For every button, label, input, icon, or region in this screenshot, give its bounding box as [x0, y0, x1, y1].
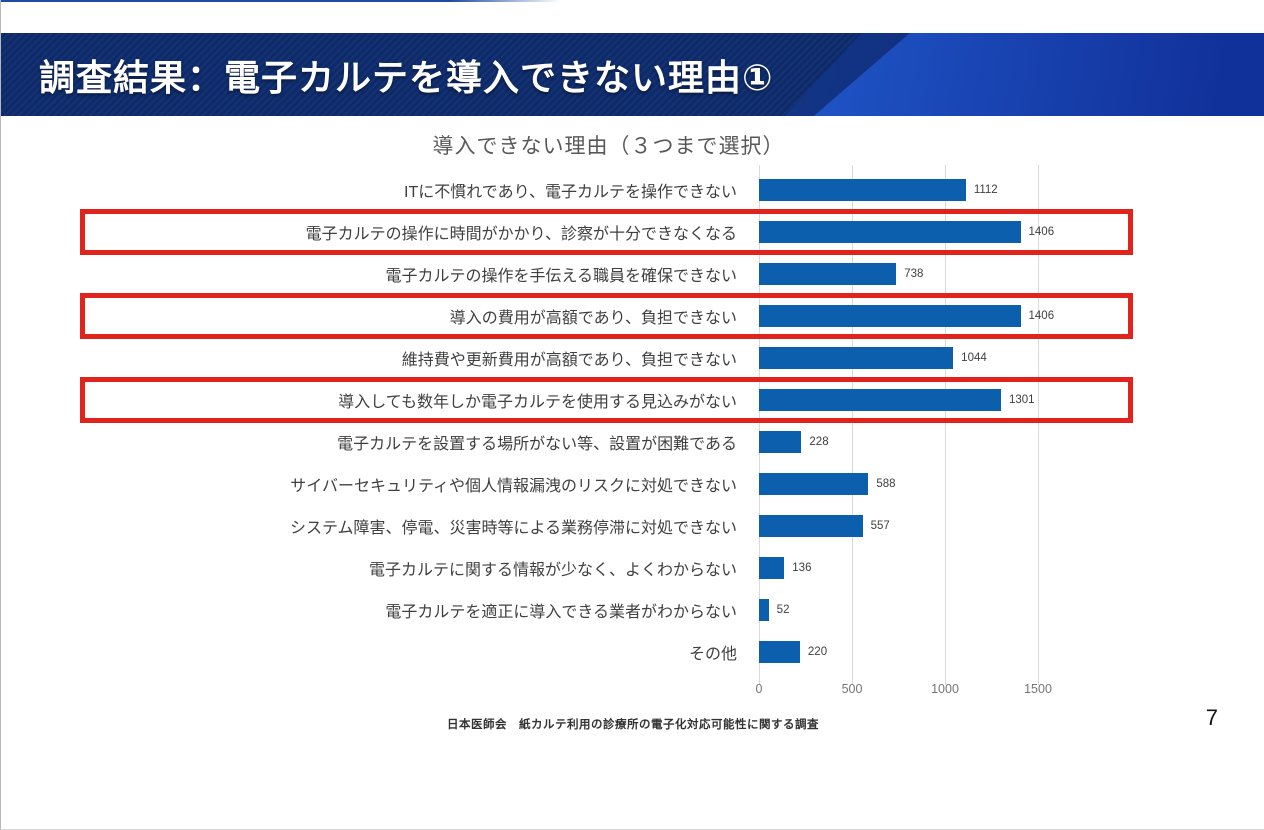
x-tick-label: 500	[841, 682, 863, 696]
category-label: 導入の費用が高額であり、負担できない	[449, 310, 737, 327]
chart-row: サイバーセキュリティや個人情報漏洩のリスクに対処できない 588	[86, 463, 1131, 505]
value-label: 1406	[1028, 310, 1055, 322]
x-axis: 0 500 1000 1500	[755, 673, 1131, 703]
value-label: 557	[870, 520, 890, 532]
gridline-500	[852, 165, 853, 685]
bar	[759, 641, 800, 663]
chart-row: 維持費や更新費用が高額であり、負担できない 1044	[86, 337, 1131, 379]
category-label: サイバーセキュリティや個人情報漏洩のリスクに対処できない	[290, 478, 737, 495]
chart-title: 導入できない理由（３つまで選択）	[432, 135, 785, 158]
bar	[759, 305, 1021, 327]
category-label: 電子カルテに関する情報が少なく、よくわからない	[368, 562, 737, 579]
bar	[759, 389, 1001, 411]
value-label: 588	[876, 478, 896, 490]
top-accent-line	[1, 0, 561, 2]
plot-cell: 1301	[759, 379, 1131, 421]
chart-row: 電子カルテを設置する場所がない等、設置が困難である 228	[86, 421, 1131, 463]
value-label: 228	[809, 436, 829, 448]
bar	[759, 515, 863, 537]
page-number: 7	[1205, 705, 1218, 730]
chart-rows: ITに不慣れであり、電子カルテを操作できない 1112 電子カルテの操作に時間が…	[80, 165, 1133, 685]
chart-row: その他 220	[86, 631, 1131, 673]
title-banner: 調査結果：電子カルテを導入できない理由①	[1, 33, 1264, 116]
x-tick-label: 1000	[931, 682, 959, 696]
category-label: ITに不慣れであり、電子カルテを操作できない	[404, 184, 737, 201]
plot-cell: 136	[759, 547, 1131, 589]
chart-row: 電子カルテの操作に時間がかかり、診察が十分できなくなる 1406	[80, 209, 1133, 255]
plot-cell: 1044	[759, 337, 1131, 379]
chart-row: 電子カルテを適正に導入できる業者がわからない 52	[86, 589, 1131, 631]
slide-title: 調査結果：電子カルテを導入できない理由①	[39, 56, 774, 98]
bar	[759, 263, 897, 285]
plot-cell: 52	[759, 589, 1131, 631]
bar	[759, 557, 785, 579]
plot-cell: 1406	[759, 295, 1131, 337]
bar	[759, 473, 869, 495]
bar-chart: ITに不慣れであり、電子カルテを操作できない 1112 電子カルテの操作に時間が…	[80, 165, 1133, 703]
plot-cell: 1406	[759, 211, 1131, 253]
value-label: 1044	[961, 352, 987, 364]
gridline-0	[759, 165, 760, 685]
category-label: 電子カルテを適正に導入できる業者がわからない	[385, 604, 737, 621]
bar	[759, 431, 802, 453]
chart-row: 導入しても数年しか電子カルテを使用する見込みがない 1301	[80, 377, 1133, 423]
category-label: 電子カルテの操作に時間がかかり、診察が十分できなくなる	[305, 226, 737, 243]
category-label: 維持費や更新費用が高額であり、負担できない	[401, 352, 737, 369]
plot-cell: 220	[759, 631, 1131, 673]
x-tick-label: 1500	[1024, 682, 1052, 696]
value-label: 738	[904, 268, 924, 280]
plot-cell: 228	[759, 421, 1131, 463]
plot-cell: 588	[759, 463, 1131, 505]
bar	[759, 221, 1021, 243]
category-label: 電子カルテを設置する場所がない等、設置が困難である	[337, 436, 737, 453]
value-label: 1301	[1008, 394, 1035, 406]
chart-row: 電子カルテに関する情報が少なく、よくわからない 136	[86, 547, 1131, 589]
chart-row: 導入の費用が高額であり、負担できない 1406	[80, 293, 1133, 339]
value-label: 52	[776, 604, 790, 616]
plot-cell: 557	[759, 505, 1131, 547]
category-label: 導入しても数年しか電子カルテを使用する見込みがない	[338, 394, 737, 411]
chart-row: 電子カルテの操作を手伝える職員を確保できない 738	[86, 253, 1131, 295]
value-label: 1406	[1028, 226, 1055, 238]
plot-cell: 1112	[759, 169, 1131, 211]
category-label: その他	[688, 646, 737, 663]
value-label: 1112	[973, 184, 998, 196]
chart-row: ITに不慣れであり、電子カルテを操作できない 1112	[86, 169, 1131, 211]
chart-row: システム障害、停電、災害時等による業務停滞に対処できない 557	[86, 505, 1131, 547]
value-label: 136	[792, 562, 812, 574]
value-label: 220	[807, 646, 828, 658]
category-label: 電子カルテの操作を手伝える職員を確保できない	[385, 268, 737, 285]
gridline-1500	[1038, 165, 1039, 685]
bar	[759, 599, 769, 621]
plot-cell: 738	[759, 253, 1131, 295]
bar	[759, 347, 954, 369]
gridline-1000	[945, 165, 946, 685]
bar	[759, 179, 966, 201]
source-note: 日本医師会 紙カルテ利用の診療所の電子化対応可能性に関する調査	[447, 719, 819, 731]
category-label: システム障害、停電、災害時等による業務停滞に対処できない	[289, 520, 737, 537]
gridlines	[759, 165, 1131, 685]
x-tick-label: 0	[755, 682, 763, 696]
